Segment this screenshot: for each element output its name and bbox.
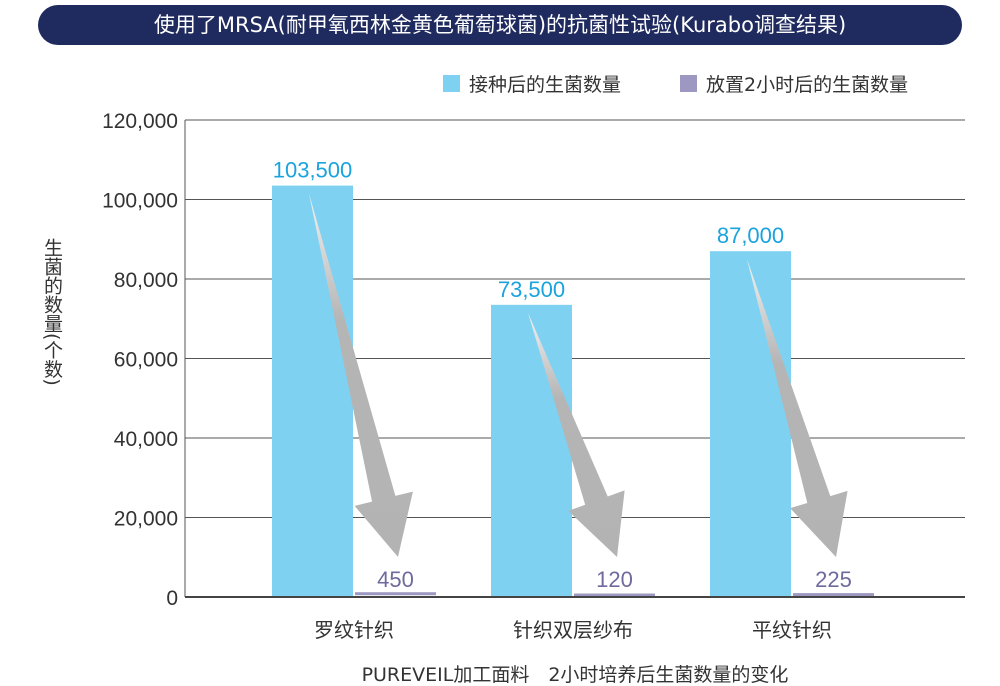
x-tick-label: 平纹针织 [752,618,832,642]
legend-swatch [680,75,697,92]
decrease-arrow [528,312,625,557]
data-label-2h: 450 [377,567,414,592]
data-label-inoculated: 103,500 [273,158,353,183]
x-axis-label: PUREVEIL加工面料 2小时培养后生菌数量的变化 [362,664,789,686]
y-tick-label: 80,000 [114,269,178,292]
bar-inoculated [272,185,353,597]
chart-title: 使用了MRSA(耐甲氧西林金黄色葡萄球菌)的抗菌性试验(Kurabo调查结果) [38,5,962,45]
x-tick-label: 针织双层纱布 [513,618,633,642]
bar-inoculated [491,304,572,597]
y-tick-label: 0 [166,587,178,610]
x-tick-label: 罗纹针织 [314,618,394,642]
legend-swatch [443,75,460,92]
legend-label: 放置2小时后的生菌数量 [706,74,908,96]
y-tick-label: 60,000 [114,349,178,372]
data-label-2h: 225 [815,567,852,592]
y-tick-label: 120,000 [102,110,178,133]
data-label-2h: 120 [596,567,633,592]
bar-2h [574,593,655,597]
y-tick-label: 40,000 [114,428,178,451]
decrease-arrow [309,193,413,557]
bar-2h [793,593,874,597]
legend-label: 接种后的生菌数量 [469,74,621,96]
y-tick-label: 20,000 [114,508,178,531]
data-label-inoculated: 73,500 [498,277,565,302]
decrease-arrow [747,259,848,557]
y-tick-label: 100,000 [102,190,178,213]
bar-inoculated [710,251,791,598]
bar-2h [355,592,436,596]
data-label-inoculated: 87,000 [717,223,784,248]
y-axis-label: 生菌的数量(个数) [41,238,63,386]
